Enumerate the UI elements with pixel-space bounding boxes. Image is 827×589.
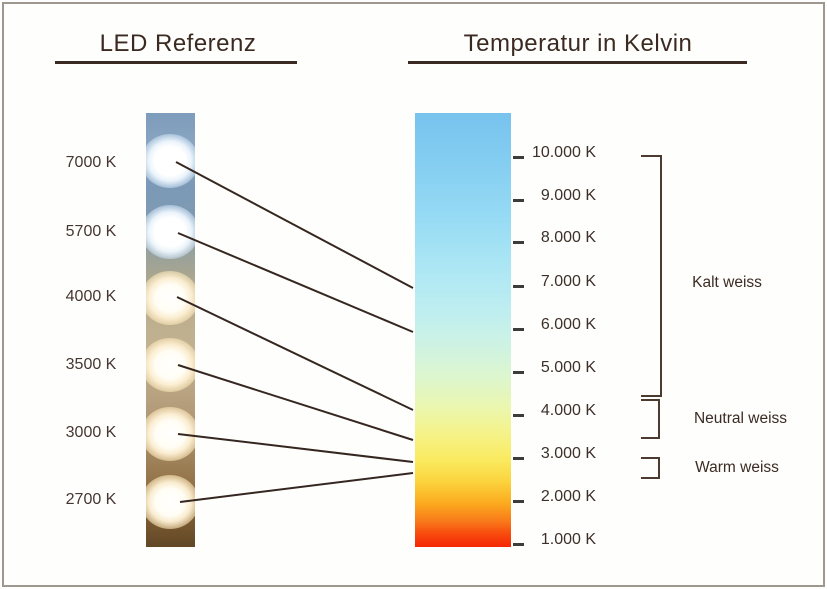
zone-label-warm-weiss: Warm weiss	[695, 459, 779, 476]
led-label-4000k: 4000 K	[65, 288, 117, 305]
kelvin-scale-title: Temperatur in Kelvin	[463, 30, 693, 57]
zone-label-kalt-weiss: Kalt weiss	[692, 274, 762, 291]
tick-label-2000k: 2.000 K	[540, 488, 596, 505]
tick-6000k	[513, 328, 524, 331]
tick-label-4000k: 4.000 K	[540, 402, 596, 419]
tick-10000k	[513, 156, 524, 159]
led-label-2700k: 2700 K	[65, 491, 117, 508]
tick-label-3000k: 3.000 K	[540, 445, 596, 462]
tick-label-9000k: 9.000 K	[540, 187, 596, 204]
tick-4000k	[513, 414, 524, 417]
kelvin-title-underline	[408, 61, 747, 64]
led-label-7000k: 7000 K	[65, 154, 117, 171]
tick-label-1000k: 1.000 K	[540, 531, 596, 548]
led-label-3000k: 3000 K	[65, 424, 117, 441]
tick-label-5000k: 5.000 K	[540, 359, 596, 376]
tick-label-10000k: 10.000 K	[531, 144, 596, 161]
tick-3000k	[513, 457, 524, 460]
tick-7000k	[513, 285, 524, 288]
tick-1000k	[513, 543, 524, 546]
tick-label-7000k: 7.000 K	[540, 273, 596, 290]
led-glow-5700k	[146, 205, 195, 259]
led-glow-3500k	[146, 338, 195, 392]
led-glow-7000k	[146, 134, 195, 188]
tick-label-8000k: 8.000 K	[540, 229, 596, 246]
tick-9000k	[513, 199, 524, 202]
led-glow-4000k	[146, 271, 195, 325]
led-strip-photo	[146, 113, 195, 547]
led-title-underline	[55, 61, 297, 64]
tick-5000k	[513, 371, 524, 374]
led-reference-title: LED Referenz	[99, 30, 257, 57]
led-label-3500k: 3500 K	[65, 356, 117, 373]
zone-label-neutral-weiss: Neutral weiss	[693, 410, 788, 427]
tick-8000k	[513, 241, 524, 244]
led-glow-2700k	[146, 475, 195, 529]
kelvin-gradient-bar	[415, 113, 511, 547]
led-label-5700k: 5700 K	[65, 223, 117, 240]
tick-label-6000k: 6.000 K	[540, 316, 596, 333]
tick-2000k	[513, 500, 524, 503]
led-glow-3000k	[146, 407, 195, 461]
